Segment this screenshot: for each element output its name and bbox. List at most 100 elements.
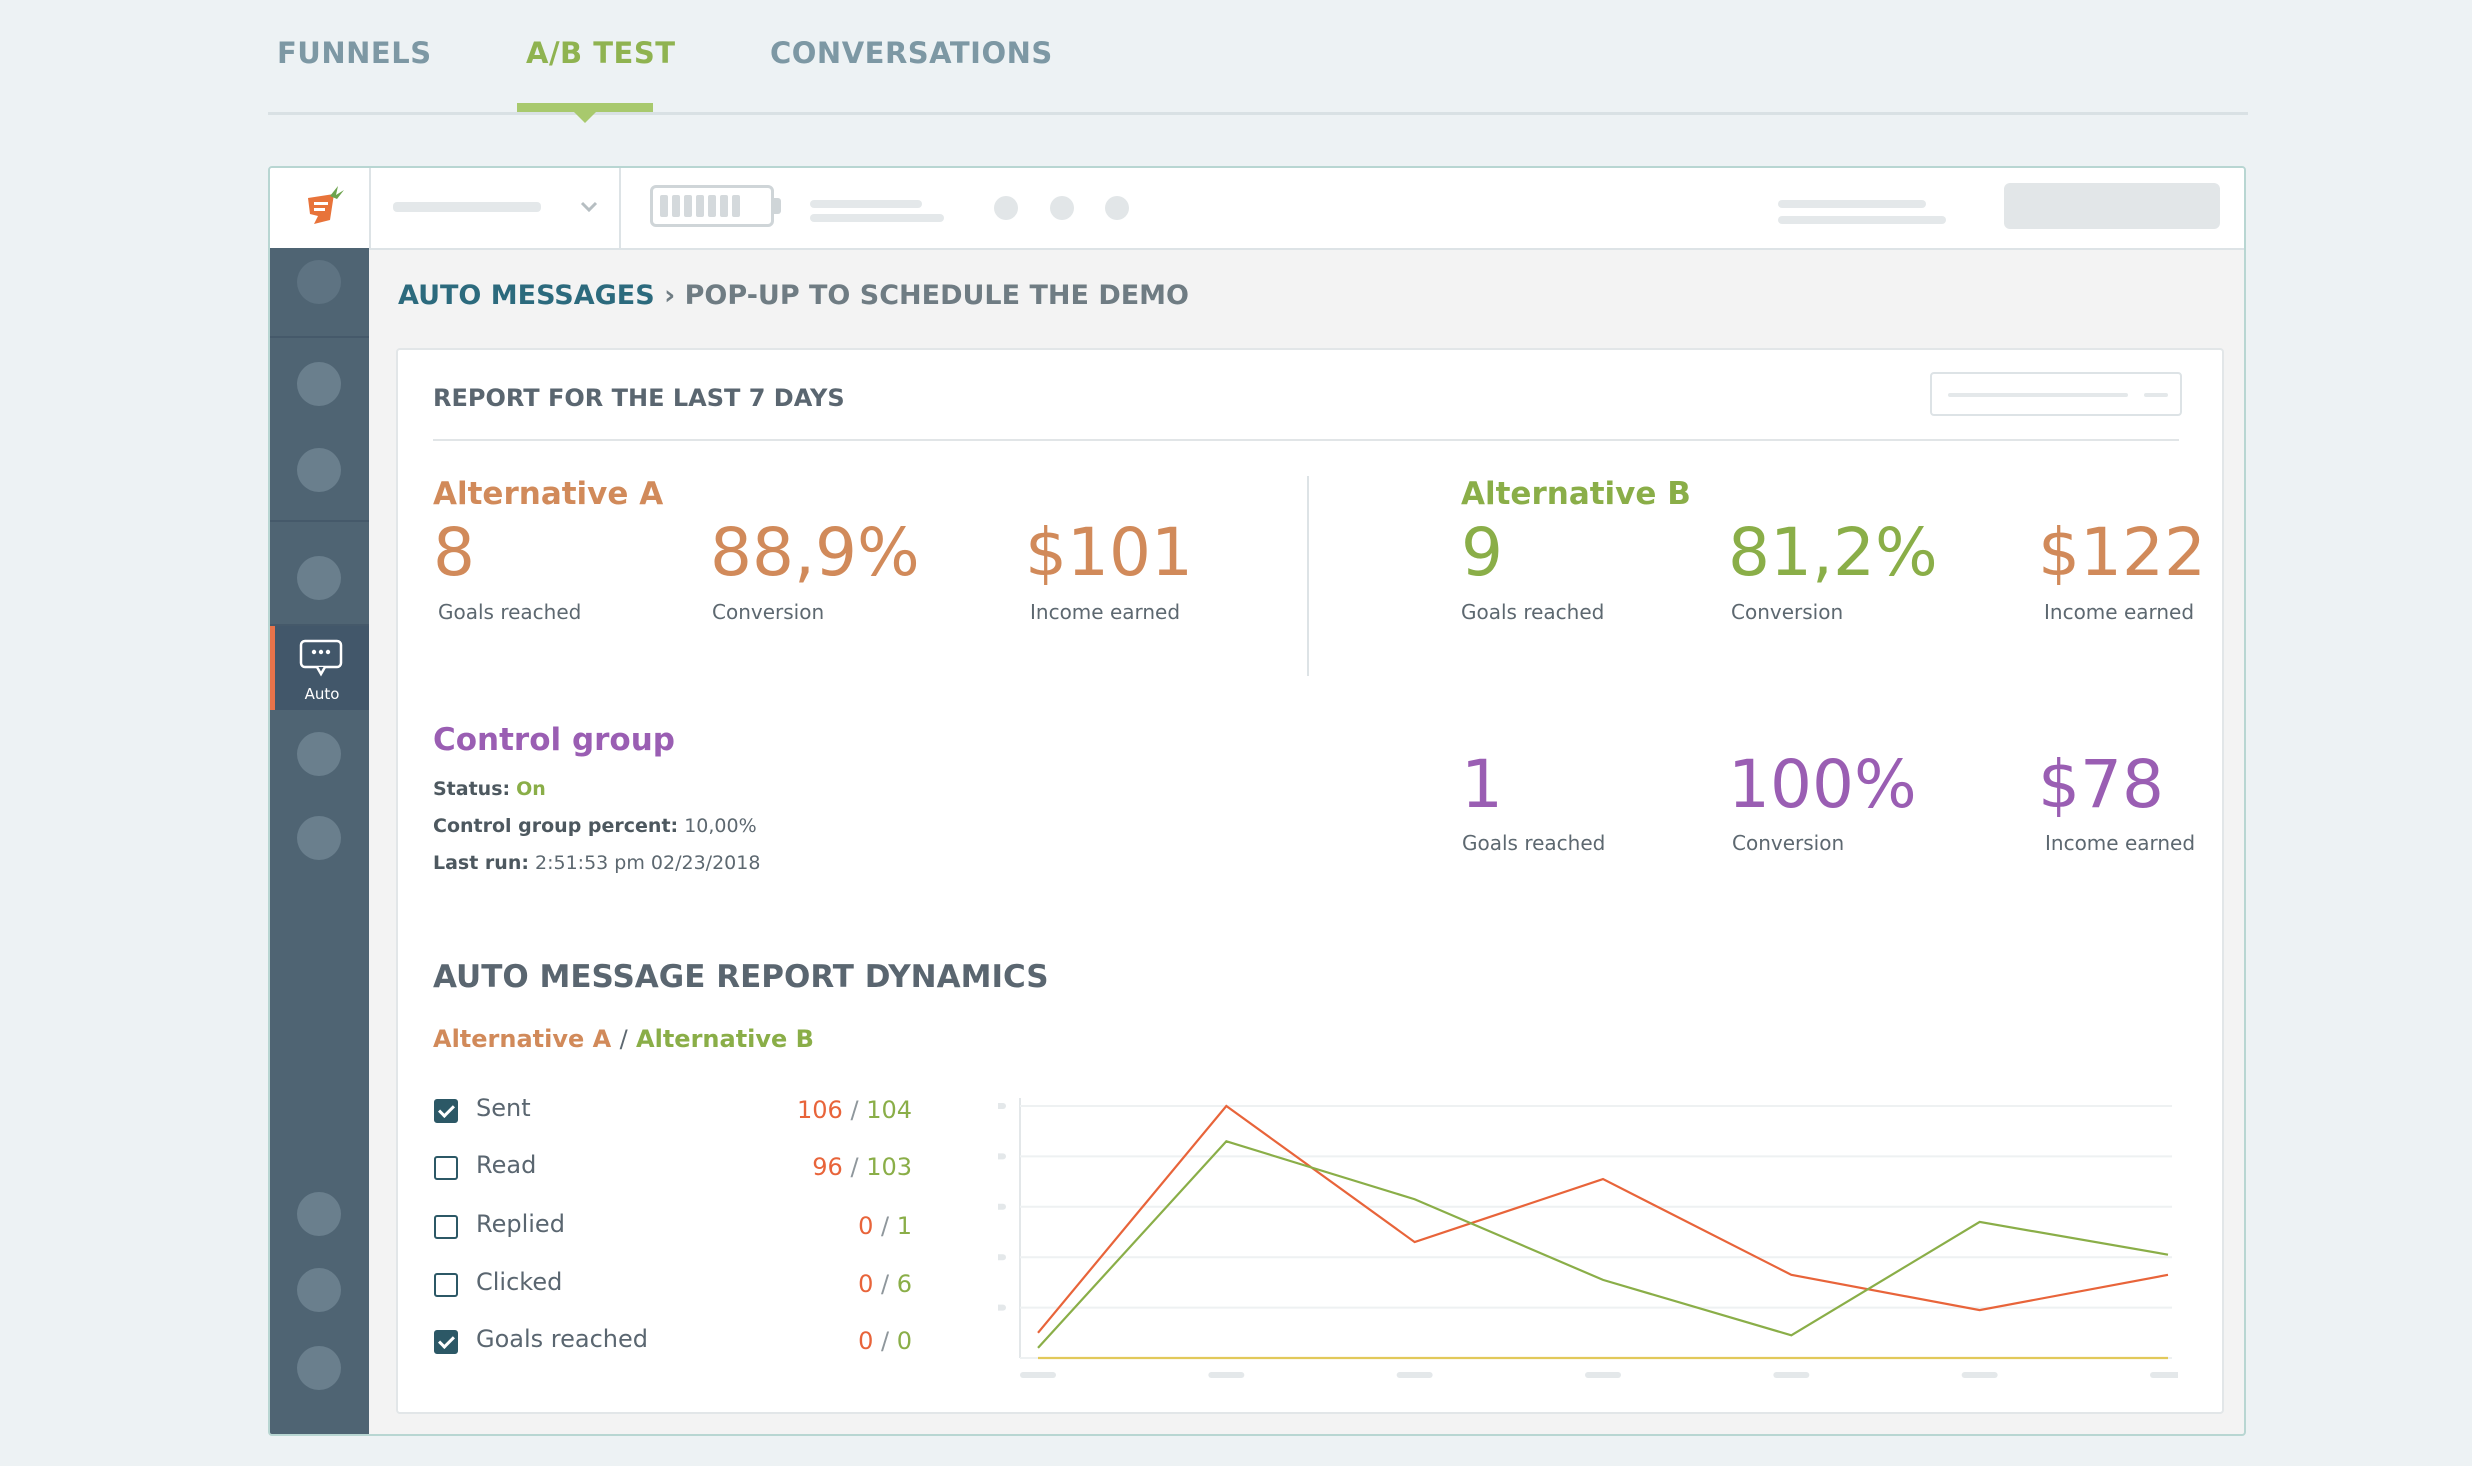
status-dot <box>994 196 1018 220</box>
metric-separator: / <box>850 1096 859 1124</box>
checkbox-clicked[interactable] <box>434 1273 458 1297</box>
percent-label: Control group percent: <box>433 815 679 837</box>
tab-conversations[interactable]: CONVERSATIONS <box>770 36 1053 70</box>
sidebar-item[interactable] <box>297 448 341 492</box>
legend-separator: / <box>619 1025 628 1053</box>
control-conversion-label: Conversion <box>1732 831 1845 855</box>
sidebar-divider <box>270 624 369 626</box>
metric-value-b: 104 <box>866 1096 912 1124</box>
select-placeholder <box>2144 393 2168 397</box>
control-group-status: Status: On <box>433 778 546 800</box>
alternative-b-title: Alternative B <box>1461 476 1691 512</box>
chat-message-icon <box>299 639 343 677</box>
metric-label: Sent <box>476 1094 531 1122</box>
last-run-label: Last run: <box>433 852 529 874</box>
metric-value-b: 103 <box>866 1153 912 1181</box>
control-group-title: Control group <box>433 722 675 758</box>
sidebar-item[interactable] <box>297 1268 341 1312</box>
legend-alternative-b: Alternative B <box>636 1025 814 1053</box>
carrot-logo-icon <box>308 186 344 224</box>
alt-a-goals-value: 8 <box>433 514 475 591</box>
select-placeholder <box>393 202 541 212</box>
logo-cell[interactable] <box>270 168 371 248</box>
alt-b-income-value: $122 <box>2038 514 2206 591</box>
metric-label: Replied <box>476 1210 565 1238</box>
control-group-percent: Control group percent: 10,00% <box>433 815 757 837</box>
metric-values: 0 / 1 <box>858 1212 912 1240</box>
tab-ab-test[interactable]: A/B TEST <box>526 36 676 70</box>
battery-icon <box>650 185 774 227</box>
app-window: Auto AUTO MESSAGES › POP-UP TO SCHEDULE … <box>268 166 2246 1436</box>
report-card: REPORT FOR THE LAST 7 DAYS Alternative A… <box>396 348 2224 1414</box>
sidebar-item-auto[interactable]: Auto <box>270 626 369 710</box>
breadcrumb-root-link[interactable]: AUTO MESSAGES <box>398 280 655 311</box>
y-tick-placeholder <box>998 1153 1006 1160</box>
y-tick-placeholder <box>998 1203 1006 1210</box>
select-placeholder <box>1948 393 2128 397</box>
metric-values: 96 / 103 <box>812 1153 912 1181</box>
metric-separator: / <box>850 1153 859 1181</box>
sidebar-item[interactable] <box>297 816 341 860</box>
metric-value-a: 0 <box>858 1212 874 1240</box>
active-tab-indicator <box>517 103 653 112</box>
alt-a-goals-label: Goals reached <box>438 600 582 624</box>
sidebar-item[interactable] <box>297 1346 341 1390</box>
sidebar-item[interactable] <box>297 732 341 776</box>
metric-value-a: 96 <box>812 1153 843 1181</box>
breadcrumb-current: › POP-UP TO SCHEDULE THE DEMO <box>664 280 1190 311</box>
metric-value-b: 1 <box>896 1212 912 1240</box>
x-tick-placeholder <box>2150 1372 2178 1378</box>
topbar-button[interactable] <box>2004 183 2220 229</box>
sidebar: Auto <box>270 248 369 1434</box>
checkbox-sent[interactable] <box>434 1099 458 1123</box>
series-line-alternative-b <box>1037 1140 2169 1349</box>
alt-b-conversion-label: Conversion <box>1731 600 1844 624</box>
topbar-placeholder <box>810 214 944 222</box>
alt-a-conversion-label: Conversion <box>712 600 825 624</box>
percent-value: 10,00% <box>684 815 757 837</box>
y-tick-placeholder <box>998 1304 1006 1311</box>
control-income-value: $78 <box>2038 746 2164 823</box>
checkbox-read[interactable] <box>434 1156 458 1180</box>
metric-label: Read <box>476 1151 537 1179</box>
status-dot <box>1050 196 1074 220</box>
metric-values: 0 / 0 <box>858 1327 912 1355</box>
topbar-placeholder <box>1778 200 1926 208</box>
alt-a-conversion-value: 88,9% <box>710 514 920 591</box>
metric-label: Goals reached <box>476 1325 649 1353</box>
sidebar-divider <box>270 520 369 522</box>
sidebar-item[interactable] <box>297 556 341 600</box>
control-group-last-run: Last run: 2:51:53 pm 02/23/2018 <box>433 852 760 874</box>
battery-tip <box>774 198 781 214</box>
x-tick-placeholder <box>1208 1372 1245 1378</box>
metric-value-b: 0 <box>896 1327 912 1355</box>
alt-b-conversion-value: 81,2% <box>1728 514 1938 591</box>
metric-label: Clicked <box>476 1268 563 1296</box>
alt-a-income-label: Income earned <box>1030 600 1181 624</box>
checkbox-goals-reached[interactable] <box>434 1330 458 1354</box>
checkbox-replied[interactable] <box>434 1215 458 1239</box>
breadcrumb: AUTO MESSAGES › POP-UP TO SCHEDULE THE D… <box>398 280 1189 311</box>
x-tick-placeholder <box>1773 1372 1810 1378</box>
app-topbar <box>270 168 2244 250</box>
status-dot <box>1105 196 1129 220</box>
topbar-placeholder <box>1778 216 1946 224</box>
project-select[interactable] <box>371 168 621 248</box>
sidebar-item[interactable] <box>297 362 341 406</box>
topbar-placeholder <box>810 200 922 208</box>
sidebar-item[interactable] <box>297 260 341 304</box>
tab-funnels[interactable]: FUNNELS <box>277 36 432 70</box>
alt-b-income-label: Income earned <box>2044 600 2195 624</box>
chevron-down-icon <box>580 201 598 213</box>
x-tick-placeholder <box>1585 1372 1621 1378</box>
legend-alternative-a: Alternative A <box>433 1025 612 1053</box>
metric-values: 0 / 6 <box>858 1270 912 1298</box>
metric-separator: / <box>880 1270 890 1298</box>
metric-value-b: 6 <box>896 1270 912 1298</box>
control-conversion-value: 100% <box>1728 746 1917 823</box>
metric-separator: / <box>880 1327 890 1355</box>
last-run-value: 2:51:53 pm 02/23/2018 <box>535 852 761 874</box>
period-select[interactable] <box>1930 372 2182 416</box>
dynamics-legend: Alternative A / Alternative B <box>433 1025 814 1053</box>
sidebar-item[interactable] <box>297 1192 341 1236</box>
